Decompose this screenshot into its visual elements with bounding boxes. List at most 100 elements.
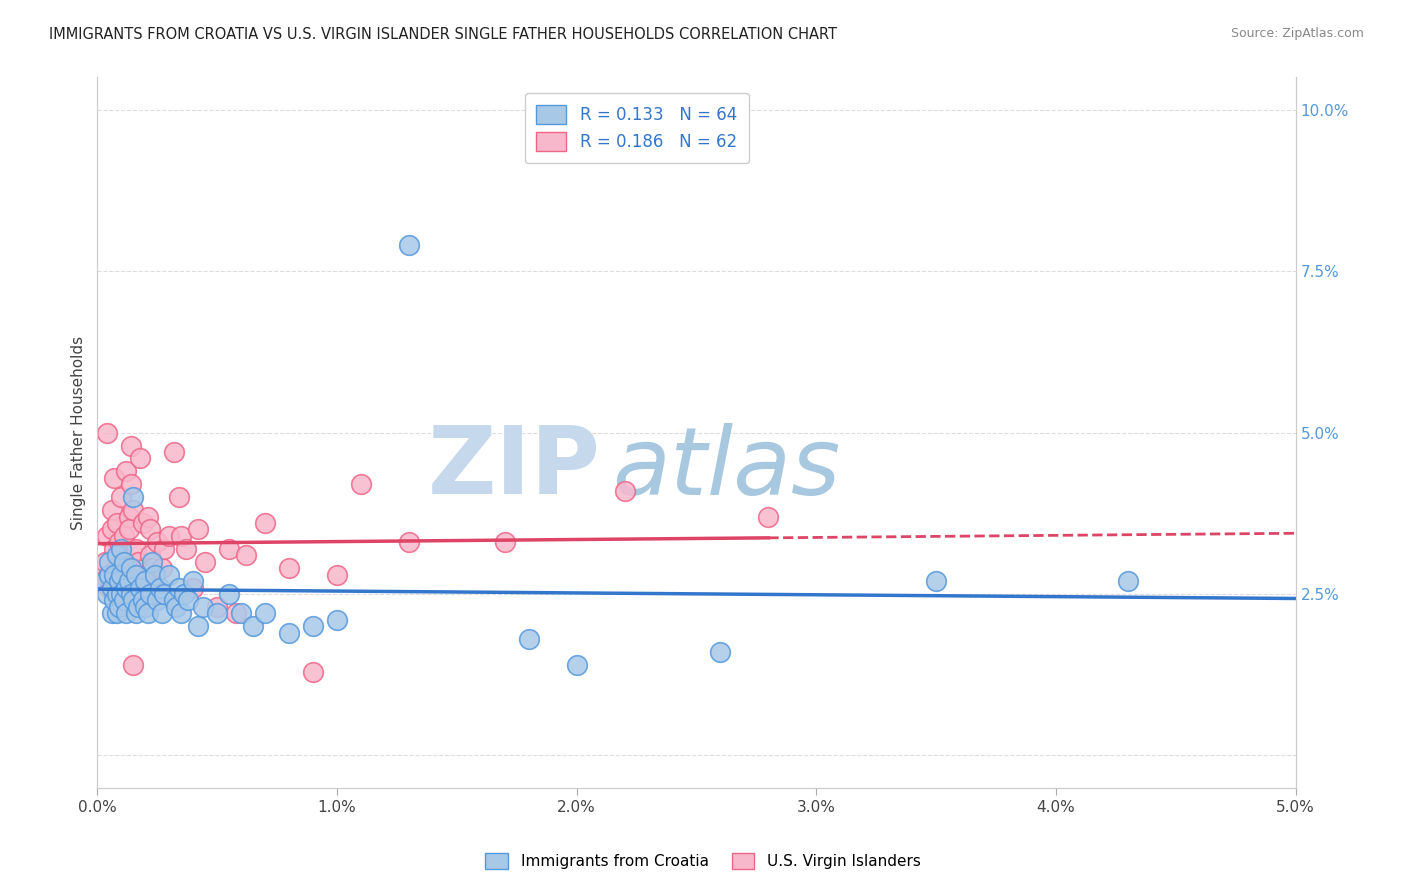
Point [105, 587, 128, 601]
Point [115, 464, 138, 478]
Point [117, 574, 139, 588]
Point [115, 607, 138, 621]
Point [122, 490, 145, 504]
Point [141, 561, 163, 575]
Point [146, 535, 169, 549]
Point [218, 587, 240, 601]
Point [149, 587, 172, 601]
Point [925, 574, 948, 588]
Point [122, 658, 145, 673]
Point [125, 541, 148, 556]
Point [105, 607, 128, 621]
Point [139, 549, 162, 563]
Point [127, 555, 149, 569]
Point [120, 587, 142, 601]
Point [278, 625, 301, 640]
Point [108, 574, 131, 588]
Point [132, 516, 155, 530]
Point [134, 561, 156, 575]
Point [115, 567, 138, 582]
Point [112, 593, 135, 607]
Point [105, 516, 128, 530]
Point [134, 599, 156, 614]
Point [254, 516, 277, 530]
Point [110, 555, 132, 569]
Point [127, 567, 149, 582]
Point [122, 503, 145, 517]
Point [100, 523, 122, 537]
Point [165, 599, 187, 614]
Point [108, 599, 131, 614]
Point [98, 581, 121, 595]
Point [120, 561, 142, 575]
Point [167, 581, 190, 595]
Point [136, 607, 159, 621]
Point [187, 523, 209, 537]
Point [100, 581, 122, 595]
Point [157, 567, 180, 582]
Point [150, 607, 173, 621]
Point [100, 503, 122, 517]
Point [110, 567, 132, 582]
Point [181, 574, 204, 588]
Point [177, 593, 200, 607]
Point [100, 607, 122, 621]
Point [254, 607, 277, 621]
Point [174, 541, 197, 556]
Point [129, 581, 152, 595]
Point [134, 574, 156, 588]
Point [242, 619, 264, 633]
Point [112, 529, 135, 543]
Legend: Immigrants from Croatia, U.S. Virgin Islanders: Immigrants from Croatia, U.S. Virgin Isl… [479, 847, 927, 875]
Point [205, 599, 228, 614]
Point [170, 607, 193, 621]
Point [132, 574, 155, 588]
Point [122, 593, 145, 607]
Point [150, 561, 173, 575]
Text: ZIP: ZIP [427, 422, 600, 514]
Point [117, 509, 139, 524]
Point [231, 607, 253, 621]
Point [163, 445, 186, 459]
Point [143, 567, 166, 582]
Point [110, 490, 132, 504]
Point [173, 587, 195, 601]
Point [149, 581, 172, 595]
Point [398, 238, 420, 252]
Point [96, 587, 118, 601]
Text: Source: ZipAtlas.com: Source: ZipAtlas.com [1230, 27, 1364, 40]
Point [96, 529, 118, 543]
Point [110, 587, 132, 601]
Point [103, 567, 125, 582]
Text: atlas: atlas [613, 423, 841, 514]
Point [98, 567, 121, 582]
Point [225, 607, 247, 621]
Point [125, 567, 148, 582]
Point [191, 599, 214, 614]
Text: IMMIGRANTS FROM CROATIA VS U.S. VIRGIN ISLANDER SINGLE FATHER HOUSEHOLDS CORRELA: IMMIGRANTS FROM CROATIA VS U.S. VIRGIN I… [49, 27, 837, 42]
Point [98, 567, 121, 582]
Point [205, 607, 228, 621]
Point [108, 581, 131, 595]
Point [120, 438, 142, 452]
Point [181, 581, 204, 595]
Point [103, 593, 125, 607]
Point [93, 574, 115, 588]
Point [218, 541, 240, 556]
Point [96, 425, 118, 440]
Point [756, 509, 779, 524]
Point [98, 555, 121, 569]
Point [103, 541, 125, 556]
Point [117, 523, 139, 537]
Point [139, 523, 162, 537]
Point [350, 477, 373, 491]
Point [115, 581, 138, 595]
Point [170, 529, 193, 543]
Point [110, 541, 132, 556]
Point [398, 535, 420, 549]
Point [163, 593, 186, 607]
Point [143, 574, 166, 588]
Point [613, 483, 636, 498]
Point [141, 555, 163, 569]
Point [139, 587, 162, 601]
